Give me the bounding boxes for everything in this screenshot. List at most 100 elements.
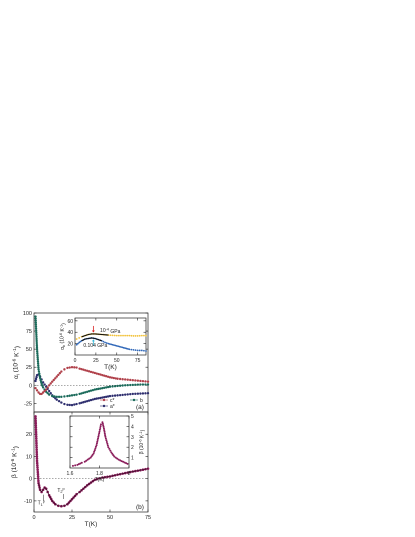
- inset-a-ytick-label: 60: [67, 319, 73, 325]
- panel-b-series-point: [35, 439, 38, 443]
- panel-a-series-cstar-point: [48, 384, 51, 387]
- inset-a-series-point: [111, 334, 114, 337]
- inset-a-series-point: [75, 338, 78, 340]
- panel-a-series-cstar-point: [35, 389, 39, 392]
- inset-a-series-point: [110, 343, 113, 346]
- panel-a-series-cstar-point: [55, 375, 58, 378]
- inset-a-ytick-label: 20: [67, 342, 73, 348]
- panel-a-series-cstar-point: [75, 366, 78, 369]
- inset-a-series-point: [75, 343, 78, 346]
- panel-a-series-b-point: [57, 395, 61, 399]
- inset-b-series-point: [116, 457, 119, 460]
- panel-b-series-point: [36, 477, 40, 480]
- panel-a-series-astar-point: [78, 402, 81, 405]
- inset-a-xtick-label: 50: [114, 358, 120, 364]
- panel-b-series-point: [35, 448, 38, 452]
- inset-b-series-point: [99, 425, 102, 428]
- inset-a-series-point: [138, 334, 141, 337]
- panel-a-series-astar-point: [95, 397, 98, 400]
- panel-a-series-b-point: [70, 394, 74, 397]
- inset-a-xlabel: T(K): [104, 364, 117, 371]
- inset-b-series-point: [94, 447, 97, 450]
- inset-a-series-point: [109, 334, 112, 337]
- panel-a-series-b-point: [35, 341, 38, 345]
- panel-b-series-point: [34, 415, 37, 418]
- panel-a-series-b-point: [113, 385, 117, 388]
- panel-a-series-b-point: [38, 372, 41, 375]
- panel-a-ytick-label: 100: [23, 311, 32, 317]
- panel-a-series-astar-point: [91, 398, 95, 401]
- legend-marker: [102, 404, 106, 408]
- inset-a-series-point: [130, 334, 133, 337]
- inset-b-series-point: [91, 453, 94, 456]
- panel-b-series-point: [37, 479, 40, 483]
- panel-a-series-astar-point: [54, 397, 57, 400]
- panel-a-series-b-point: [75, 393, 78, 396]
- panel-a-series-astar-point: [34, 379, 37, 383]
- panel-b-ylabel: β (10-6​ K-1​): [10, 446, 20, 478]
- inset-b-ytick-label: 3: [131, 435, 134, 441]
- panel-a-series-b-point: [105, 386, 108, 389]
- panel-a-series-b-point: [35, 333, 38, 337]
- inset-b-series-point: [93, 450, 96, 453]
- panel-b-series-point: [36, 466, 39, 469]
- inset-b-series-point: [99, 426, 102, 429]
- panel-a-series-b-point: [80, 392, 83, 395]
- panel-b-series-point: [34, 432, 38, 436]
- inset-a-series-point: [78, 337, 81, 339]
- panel-a-series-b-point: [146, 383, 150, 386]
- inset-a-series-point: [120, 334, 122, 337]
- panel-a: -25 0 25 50 75 100 αi​ (10-6​ K-1​) (a) c* b a* 20 4…: [11, 311, 150, 413]
- panel-a-series-astar-point: [97, 397, 100, 400]
- panel-a-series-cstar-point: [49, 382, 52, 385]
- inset-b-xtick-label: 1.8: [96, 471, 103, 477]
- inset-b-series-point: [94, 445, 97, 448]
- panel-a-series-b-point: [82, 391, 85, 395]
- inset-b-series-point: [111, 452, 114, 455]
- panel-a-series-astar-point: [41, 381, 45, 384]
- panel-a-series-cstar-point: [80, 367, 83, 371]
- inset-b-series-point: [89, 456, 92, 459]
- panel-a-series-b-point: [144, 383, 147, 386]
- panel-a-series-cstar-point: [146, 380, 150, 383]
- panel-a-series-b-point: [89, 389, 93, 392]
- panel-a-ytick-label: 75: [26, 329, 32, 335]
- inset-b-series-point: [109, 449, 112, 452]
- panel-a-series-cstar-point: [84, 369, 87, 372]
- inset-a-series-point: [134, 349, 137, 352]
- panel-a-series-b-point: [37, 368, 40, 371]
- inset-b-series-point: [103, 430, 106, 433]
- panel-a-series-astar-point: [141, 392, 145, 395]
- panel-a-series-b-point: [37, 364, 40, 367]
- panel-a-series-astar-point: [68, 403, 71, 407]
- panel-a-series-astar-point: [106, 395, 110, 398]
- panel-a-series-cstar-point: [105, 375, 108, 378]
- panel-a-series-cstar-point: [108, 376, 112, 379]
- panel-a-series-astar-point: [73, 403, 76, 406]
- panel-a-series-cstar-point: [57, 373, 60, 377]
- inset-b-series-point: [96, 440, 99, 443]
- inset-b-series-point: [86, 458, 89, 461]
- inset-b-series-point: [103, 432, 106, 435]
- panel-a-series-astar-point: [129, 392, 132, 396]
- inset-a-xtick-label: 25: [93, 358, 99, 364]
- inset-b-series-point: [74, 464, 77, 467]
- inset-b-series-point: [96, 439, 99, 442]
- panel-a-series-cstar-point: [37, 391, 40, 394]
- panel-a-series-b-point: [53, 395, 56, 398]
- panel-a-series-astar-point: [48, 389, 51, 393]
- panel-a-series-cstar-point: [106, 375, 110, 378]
- panel-a-series-b-point: [38, 374, 41, 378]
- inset-b-series-point: [106, 442, 109, 445]
- inset-b-series-point: [107, 446, 110, 449]
- panel-a-series-cstar-point: [101, 373, 104, 377]
- inset-b-series-point: [95, 442, 98, 445]
- panel-a-series-astar-point: [86, 399, 89, 403]
- panel-b-ytick-label: 20: [26, 432, 32, 438]
- inset-a-series-point: [120, 346, 122, 348]
- inset-a-fit-line: [81, 337, 102, 342]
- panel-a-series-b-point: [36, 358, 39, 361]
- panel-b-series-point: [34, 417, 37, 420]
- panel-b-series-point: [34, 419, 37, 423]
- panel-a-series-b-point: [35, 339, 38, 343]
